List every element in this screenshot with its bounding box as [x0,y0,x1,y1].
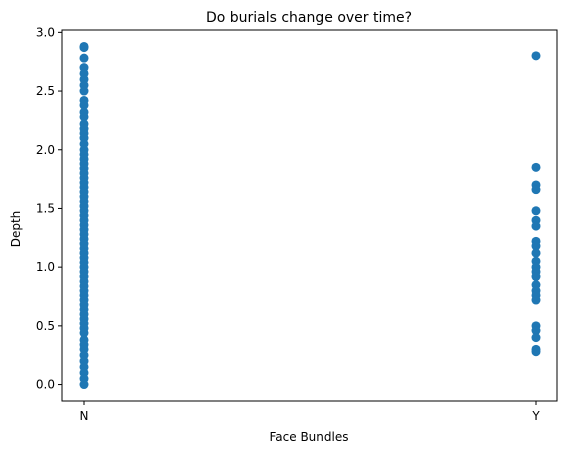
y-tick-label: 0.0 [36,378,55,392]
data-point [531,248,541,258]
y-tick-label: 2.0 [36,143,55,157]
data-point [531,221,541,231]
y-tick-label: 3.0 [36,25,55,39]
data-point [531,272,541,282]
data-point [531,347,541,357]
data-point [531,326,541,336]
data-point [79,100,89,110]
data-point [79,380,89,390]
y-tick-label: 1.0 [36,260,55,274]
x-axis-label: Face Bundles [270,430,349,444]
plot-frame [61,29,558,402]
data-point [531,241,541,251]
data-point [79,328,89,338]
plot-points [79,41,541,390]
y-tick-label: 2.5 [36,84,55,98]
y-tick-label: 1.5 [36,201,55,215]
x-tick-label: Y [531,409,540,423]
x-tick-label: N [80,409,89,423]
data-point [79,53,89,63]
data-point [79,86,89,96]
data-point [531,185,541,195]
data-point [531,51,541,61]
data-point [79,43,89,53]
data-point [531,333,541,343]
chart-title: Do burials change over time? [206,10,412,26]
data-point [531,162,541,172]
y-axis-label: Depth [9,211,23,248]
data-point [531,295,541,305]
data-point [79,112,89,122]
y-axis: 0.0 0.5 1.0 1.5 2.0 2.5 3.0 [36,25,62,392]
y-tick-label: 0.5 [36,319,55,333]
data-point [531,206,541,216]
